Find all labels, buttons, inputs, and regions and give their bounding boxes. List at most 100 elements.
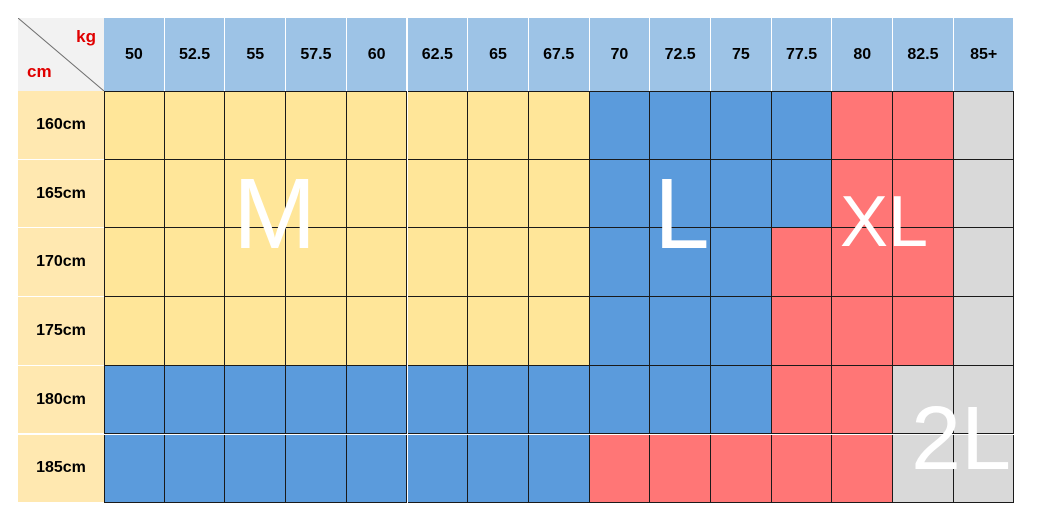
- size-cell: [893, 365, 954, 435]
- height-header: 185cm: [18, 434, 104, 504]
- size-cell: [225, 434, 287, 504]
- size-cell: [528, 91, 590, 160]
- size-cell: [407, 434, 469, 504]
- size-cell: [104, 365, 165, 435]
- size-cell: [225, 159, 287, 229]
- size-cell: [104, 297, 165, 366]
- size-cell: [711, 434, 772, 504]
- size-cell: [650, 228, 711, 298]
- size-cell: [468, 434, 529, 504]
- height-header: 175cm: [18, 297, 104, 366]
- height-header: 160cm: [18, 91, 104, 160]
- size-cell: [468, 297, 529, 366]
- weight-header: 85+: [953, 18, 1015, 91]
- size-cell: [711, 228, 772, 298]
- size-chart-table: kg cm 50 52.5 55 57.5 60 62.5 65 67.5 70 72.5 75 77…: [18, 18, 1015, 504]
- size-cell: [164, 365, 226, 435]
- size-cell: [832, 365, 894, 435]
- size-cell: [953, 297, 1015, 366]
- size-cell: [104, 91, 165, 160]
- size-cell: [589, 434, 651, 504]
- weight-header: 72.5: [650, 18, 711, 91]
- size-cell: [164, 228, 226, 298]
- size-cell: [104, 159, 165, 229]
- size-cell: [225, 297, 287, 366]
- size-cell: [771, 228, 833, 298]
- size-label-xl: XL: [840, 182, 929, 262]
- size-cell: [832, 434, 894, 504]
- size-cell: [893, 159, 954, 229]
- size-cell: [953, 365, 1015, 435]
- size-cell: [407, 365, 469, 435]
- size-cell: [893, 434, 954, 504]
- size-cell: [589, 91, 651, 160]
- size-cell: [589, 297, 651, 366]
- weight-header: 62.5: [407, 18, 469, 91]
- size-cell: [953, 228, 1015, 298]
- size-cell: [164, 297, 226, 366]
- size-cell: [528, 228, 590, 298]
- weight-header: 75: [711, 18, 772, 91]
- size-cell: [650, 297, 711, 366]
- size-cell: [104, 228, 165, 298]
- size-cell: [528, 297, 590, 366]
- weight-header: 70: [589, 18, 651, 91]
- size-cell: [164, 434, 226, 504]
- weight-header: 77.5: [771, 18, 833, 91]
- size-cell: [286, 159, 347, 229]
- corner-cell: kg cm: [18, 18, 104, 91]
- corner-diagonal: [18, 18, 104, 91]
- size-cell: [771, 365, 833, 435]
- size-cell: [407, 228, 469, 298]
- weight-header: 65: [468, 18, 529, 91]
- size-cell: [225, 365, 287, 435]
- size-cell: [589, 365, 651, 435]
- size-cell: [346, 297, 408, 366]
- size-label-2l: 2L: [911, 389, 1012, 489]
- size-cell: [650, 159, 711, 229]
- size-cell: [711, 365, 772, 435]
- size-cell: [832, 228, 894, 298]
- size-cell: [711, 159, 772, 229]
- weight-header: 52.5: [164, 18, 226, 91]
- height-unit-label: cm: [27, 62, 52, 81]
- weight-header: 67.5: [528, 18, 590, 91]
- size-cell: [346, 159, 408, 229]
- size-cell: [468, 91, 529, 160]
- size-cell: [286, 365, 347, 435]
- weight-header: 80: [832, 18, 894, 91]
- weight-header: 50: [104, 18, 165, 91]
- size-cell: [225, 228, 287, 298]
- weight-header: 55: [225, 18, 287, 91]
- size-cell: [832, 297, 894, 366]
- size-cell: [468, 228, 529, 298]
- height-header: 170cm: [18, 228, 104, 298]
- size-cell: [528, 365, 590, 435]
- size-cell: [650, 365, 711, 435]
- size-cell: [771, 297, 833, 366]
- size-cell: [771, 159, 833, 229]
- size-cell: [468, 159, 529, 229]
- size-cell: [953, 159, 1015, 229]
- size-cell: [286, 434, 347, 504]
- size-cell: [346, 365, 408, 435]
- size-cell: [164, 91, 226, 160]
- size-cell: [346, 91, 408, 160]
- size-cell: [407, 297, 469, 366]
- size-cell: [346, 228, 408, 298]
- size-cell: [893, 91, 954, 160]
- size-cell: [346, 434, 408, 504]
- size-cell: [407, 159, 469, 229]
- size-cell: [953, 434, 1015, 504]
- size-cell: [650, 91, 711, 160]
- height-header: 180cm: [18, 365, 104, 435]
- weight-header: 57.5: [286, 18, 347, 91]
- size-cell: [528, 434, 590, 504]
- size-cell: [893, 228, 954, 298]
- height-header: 165cm: [18, 159, 104, 229]
- size-cell: [711, 297, 772, 366]
- weight-header: 60: [346, 18, 408, 91]
- size-cell: [589, 228, 651, 298]
- size-cell: [286, 228, 347, 298]
- size-cell: [589, 159, 651, 229]
